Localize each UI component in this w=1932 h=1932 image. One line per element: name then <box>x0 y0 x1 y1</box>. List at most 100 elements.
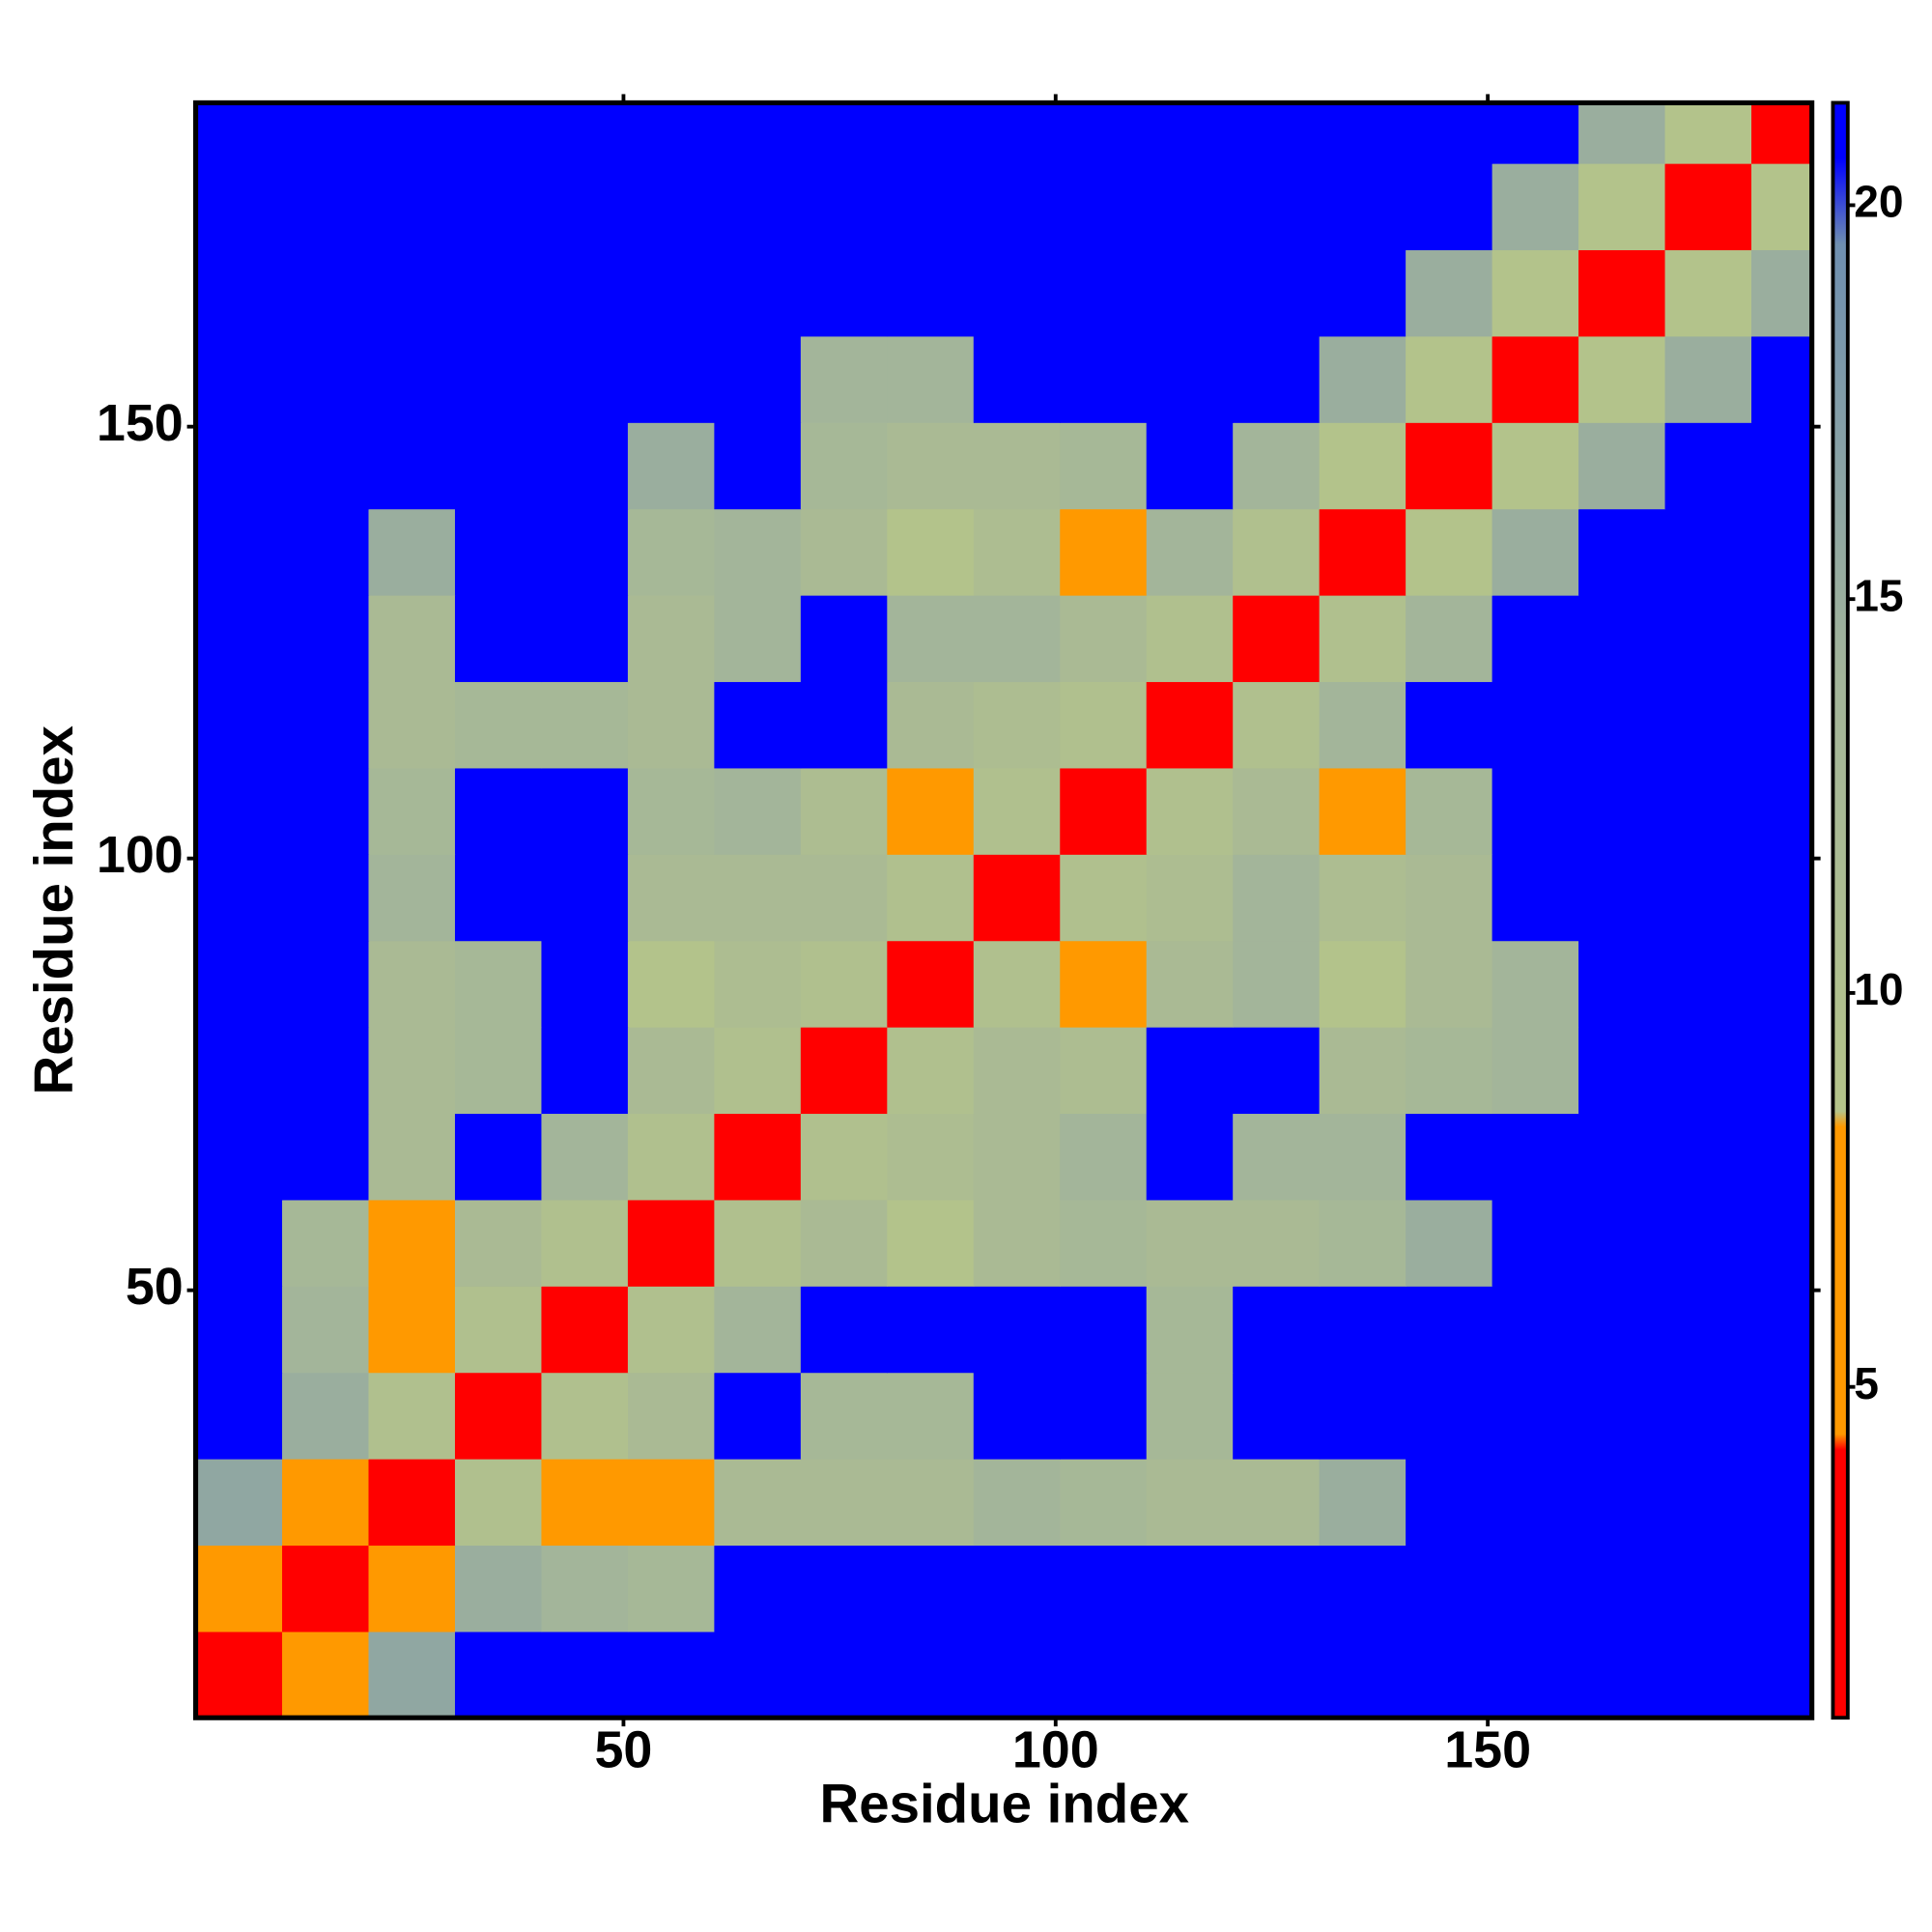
y-tick-label: 100 <box>97 826 184 884</box>
heatmap-cell <box>1492 335 1579 423</box>
heatmap-cell <box>1233 102 1321 164</box>
heatmap-cell <box>368 1026 456 1115</box>
heatmap-cell <box>541 940 629 1028</box>
heatmap-cell <box>887 249 975 337</box>
heatmap-cell <box>1751 1459 1813 1547</box>
heatmap-cell <box>887 1372 975 1460</box>
heatmap-cell <box>800 1631 888 1719</box>
heatmap-cell <box>714 1372 802 1460</box>
heatmap-cell <box>195 508 283 596</box>
heatmap-cell <box>195 940 283 1028</box>
heatmap-cell <box>714 508 802 596</box>
heatmap-cell <box>627 854 716 942</box>
heatmap-cell <box>1751 1113 1813 1201</box>
heatmap-cell <box>1492 1286 1579 1374</box>
heatmap-cell <box>1146 1372 1234 1460</box>
heatmap-cell <box>1406 854 1493 942</box>
heatmap-cell <box>195 249 283 337</box>
heatmap-cell <box>973 1372 1061 1460</box>
heatmap-cell <box>541 422 629 510</box>
heatmap-cell <box>1751 1545 1813 1633</box>
heatmap-cell <box>1751 508 1813 596</box>
heatmap-cell <box>1060 1026 1148 1115</box>
heatmap-cell <box>195 1459 283 1547</box>
heatmap-cell <box>368 249 456 337</box>
x-tick-label: 50 <box>594 1721 652 1779</box>
heatmap-cell <box>887 102 975 164</box>
heatmap-cell <box>973 1459 1061 1547</box>
heatmap-cell <box>1664 767 1752 855</box>
heatmap-cell <box>1751 335 1813 423</box>
heatmap-cell <box>973 940 1061 1028</box>
heatmap-cell <box>973 854 1061 942</box>
heatmap-cell <box>282 335 370 423</box>
heatmap-cell <box>627 1459 716 1547</box>
heatmap-cell <box>1233 1631 1321 1719</box>
heatmap-cell <box>1751 1199 1813 1287</box>
heatmap-cell <box>1319 1459 1406 1547</box>
heatmap-cell <box>282 1631 370 1719</box>
heatmap-cell <box>1060 335 1148 423</box>
heatmap-cell <box>454 1286 543 1374</box>
heatmap-cell <box>368 767 456 855</box>
heatmap-cell <box>1060 1372 1148 1460</box>
heatmap-cell <box>541 1459 629 1547</box>
heatmap-cell <box>195 1545 283 1633</box>
heatmap-cell <box>1146 335 1234 423</box>
heatmap-cell <box>714 1545 802 1633</box>
heatmap-cell <box>368 162 456 251</box>
heatmap-cell <box>1492 1459 1579 1547</box>
heatmap-cell <box>1751 1631 1813 1719</box>
heatmap-cell <box>714 249 802 337</box>
heatmap-cell <box>800 249 888 337</box>
heatmap-cell <box>973 422 1061 510</box>
heatmap-cell <box>1060 681 1148 769</box>
heatmap-cell <box>1492 594 1579 683</box>
heatmap-cell <box>1492 1372 1579 1460</box>
heatmap-cell <box>282 1372 370 1460</box>
heatmap-cell <box>1060 102 1148 164</box>
heatmap-cell <box>541 1372 629 1460</box>
heatmap-cell <box>195 1286 283 1374</box>
heatmap-cell <box>195 1199 283 1287</box>
heatmap-cell <box>1751 162 1813 251</box>
heatmap-cell <box>1406 102 1493 164</box>
heatmap-cell <box>1319 1286 1406 1374</box>
heatmap-cell <box>1578 422 1666 510</box>
heatmap-cell <box>282 162 370 251</box>
heatmap-cell <box>887 508 975 596</box>
heatmap-cell <box>1146 102 1234 164</box>
heatmap-cell <box>1319 767 1406 855</box>
heatmap-cell <box>1492 1199 1579 1287</box>
colorbar <box>1831 100 1850 1720</box>
heatmap-cell <box>714 940 802 1028</box>
y-tick-label: 50 <box>126 1258 184 1316</box>
heatmap-cell <box>368 854 456 942</box>
heatmap-cell <box>282 249 370 337</box>
heatmap-cell <box>1319 681 1406 769</box>
heatmap-cell <box>627 422 716 510</box>
heatmap-cell <box>1751 854 1813 942</box>
heatmap-cell <box>973 1286 1061 1374</box>
heatmap-cell <box>1492 1545 1579 1633</box>
heatmap-cell <box>887 1113 975 1201</box>
heatmap-cell <box>714 102 802 164</box>
heatmap-cell <box>627 940 716 1028</box>
heatmap-cell <box>887 1631 975 1719</box>
heatmap-cell <box>973 681 1061 769</box>
heatmap-cell <box>195 162 283 251</box>
heatmap-cell <box>1578 681 1666 769</box>
heatmap-cell <box>1233 162 1321 251</box>
heatmap-cell <box>627 1372 716 1460</box>
heatmap-cell <box>627 1631 716 1719</box>
heatmap-cell <box>454 767 543 855</box>
heatmap-cell <box>1146 681 1234 769</box>
heatmap-cell <box>1146 594 1234 683</box>
heatmap-cell <box>1406 1113 1493 1201</box>
heatmap-cell <box>454 681 543 769</box>
heatmap-cell <box>1319 1113 1406 1201</box>
heatmap-cell <box>541 594 629 683</box>
heatmap-cell <box>800 1113 888 1201</box>
heatmap-cell <box>1664 1372 1752 1460</box>
heatmap-cell <box>195 767 283 855</box>
